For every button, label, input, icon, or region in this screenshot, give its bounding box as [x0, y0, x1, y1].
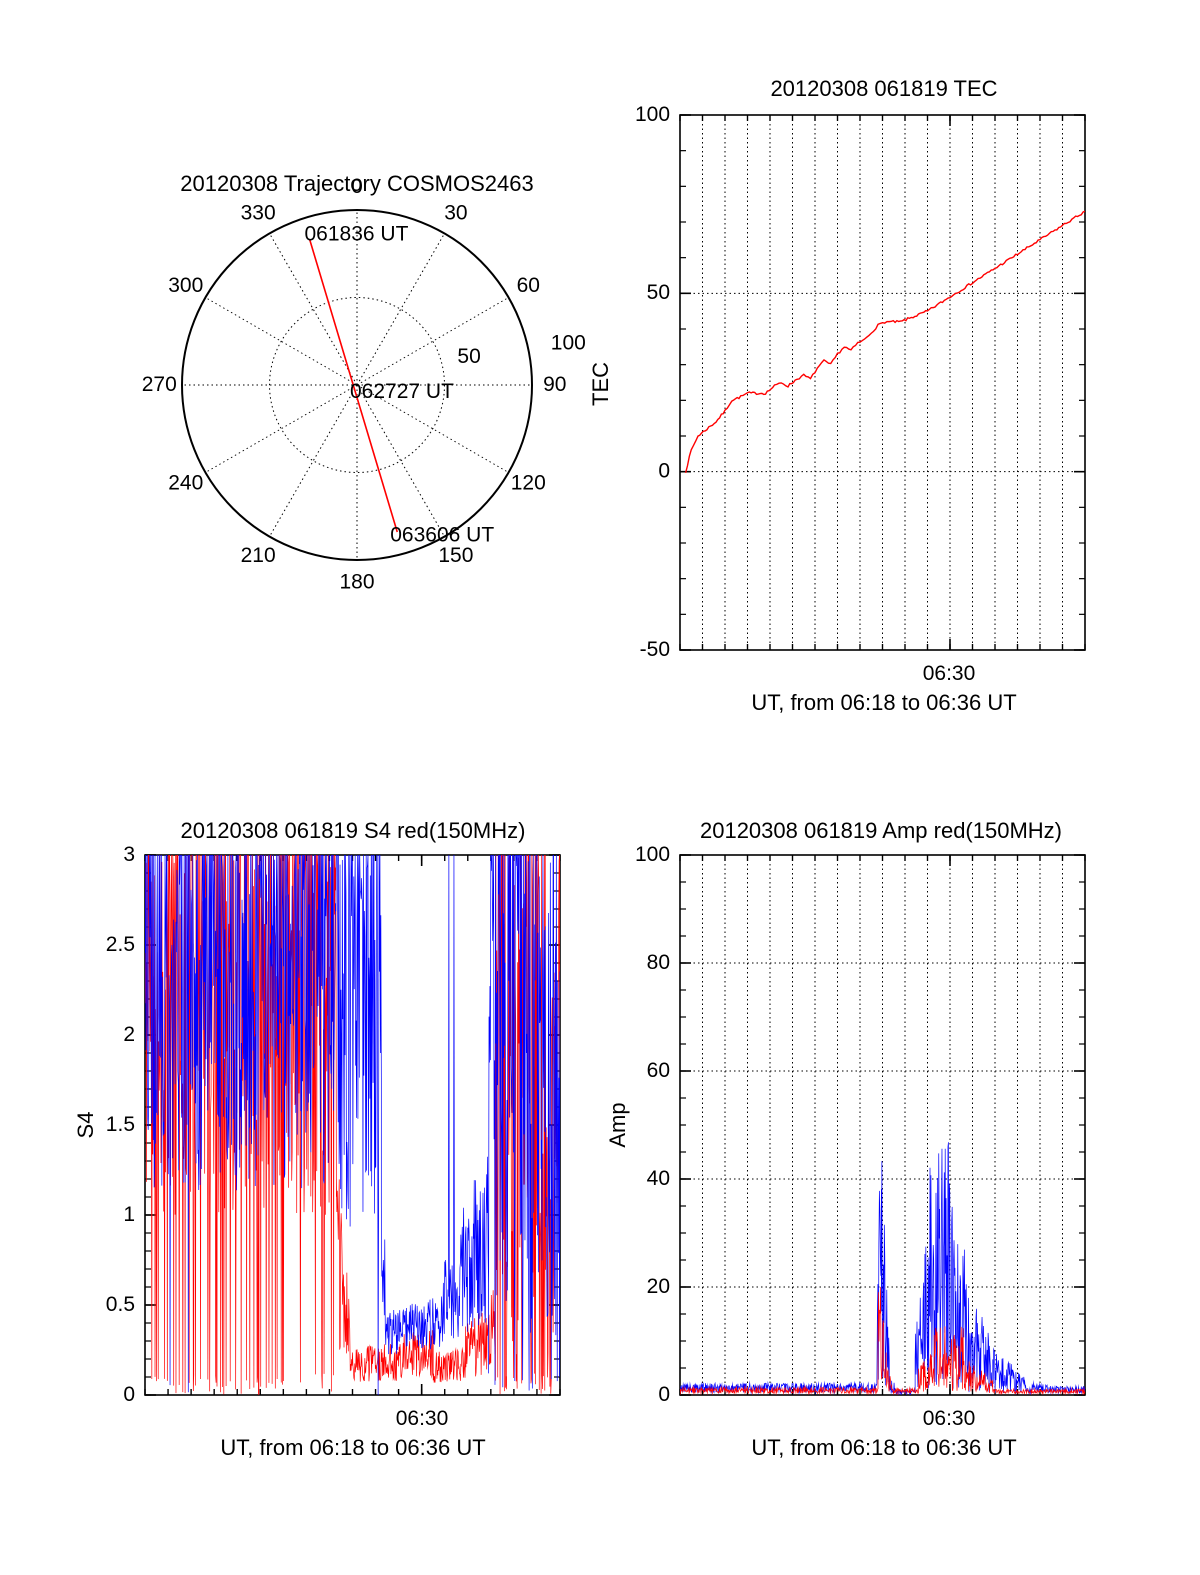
- tec-chart-title: 20120308 061819 TEC: [770, 76, 998, 101]
- amp-chart-title: 20120308 061819 Amp red(150MHz): [699, 818, 1063, 843]
- tec-x-axis-label: UT, from 06:18 to 06:36 UT: [751, 690, 1017, 715]
- s4-chart-title: 20120308 061819 S4 red(150MHz): [180, 818, 526, 843]
- s4-y-axis-label: S4: [73, 1111, 98, 1139]
- amp-x-axis-label: UT, from 06:18 to 06:36 UT: [751, 1435, 1017, 1460]
- amp-y-axis-label: Amp: [605, 1102, 630, 1148]
- s4-xtick-label: 06:30: [395, 1407, 449, 1430]
- polar-chart-title: 20120308 Trajectory COSMOS2463: [180, 171, 534, 196]
- tec-xtick-label: 06:30: [922, 662, 976, 685]
- s4-x-axis-label: UT, from 06:18 to 06:36 UT: [220, 1435, 486, 1460]
- tec-y-axis-label: TEC: [588, 362, 613, 406]
- amp-xtick-label: 06:30: [922, 1407, 976, 1430]
